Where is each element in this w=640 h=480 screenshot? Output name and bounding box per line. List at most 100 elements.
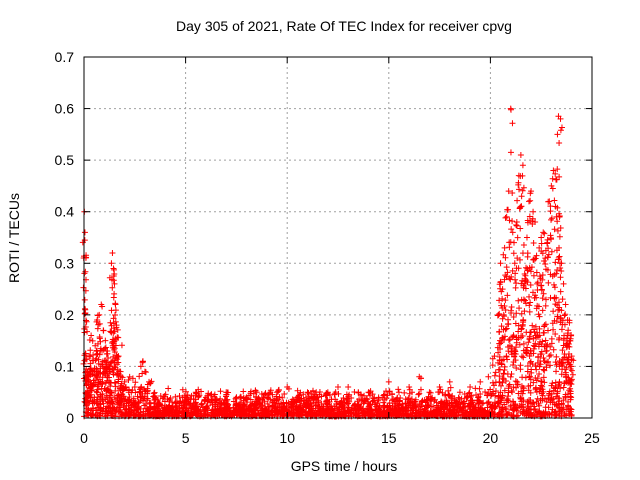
data-point xyxy=(394,409,401,416)
data-point xyxy=(192,396,199,403)
data-point xyxy=(97,391,104,398)
data-point xyxy=(315,408,322,415)
data-point xyxy=(546,362,553,369)
data-point xyxy=(502,326,509,333)
data-point xyxy=(569,371,576,378)
data-point xyxy=(266,390,273,397)
data-point xyxy=(354,403,361,410)
data-point xyxy=(340,408,347,415)
data-point xyxy=(558,268,565,275)
data-point xyxy=(118,342,125,349)
data-point xyxy=(84,376,91,383)
data-point xyxy=(503,353,510,360)
data-point xyxy=(556,212,563,219)
data-point xyxy=(565,340,572,347)
data-point xyxy=(245,406,252,413)
data-point xyxy=(512,357,519,364)
data-point xyxy=(538,378,545,385)
data-point xyxy=(495,349,502,356)
data-point xyxy=(548,411,555,418)
data-point xyxy=(233,407,240,414)
data-point xyxy=(553,176,560,183)
data-point xyxy=(232,407,239,414)
data-point xyxy=(233,402,240,409)
y-axis-label: ROTI / TECUs xyxy=(6,193,22,283)
data-point xyxy=(538,234,545,241)
data-point xyxy=(511,239,518,246)
data-point xyxy=(427,395,434,402)
data-point xyxy=(109,284,116,291)
data-point xyxy=(146,404,153,411)
data-point xyxy=(448,402,455,409)
data-point xyxy=(455,401,462,408)
data-point xyxy=(179,408,186,415)
data-point xyxy=(568,353,575,360)
data-point xyxy=(490,390,497,397)
data-point xyxy=(151,400,158,407)
x-tick-labels: 0 5 10 15 20 25 xyxy=(80,430,600,446)
data-point xyxy=(562,301,569,308)
data-point xyxy=(546,353,553,360)
data-point xyxy=(518,395,525,402)
data-point xyxy=(539,397,546,404)
data-point xyxy=(112,307,119,314)
data-point xyxy=(496,297,503,304)
data-point xyxy=(513,222,520,229)
data-point xyxy=(553,393,560,400)
data-point xyxy=(515,179,522,186)
data-point xyxy=(505,385,512,392)
data-point xyxy=(125,376,132,383)
data-point xyxy=(84,405,91,412)
data-point xyxy=(561,312,568,319)
data-point xyxy=(116,408,123,415)
data-point xyxy=(504,410,511,417)
data-point xyxy=(538,240,545,247)
data-point xyxy=(513,407,520,414)
data-point xyxy=(172,399,179,406)
data-point xyxy=(139,358,146,365)
data-point xyxy=(527,197,534,204)
data-point xyxy=(543,296,550,303)
data-point xyxy=(156,403,163,410)
data-point xyxy=(512,284,519,291)
y-tick-label: 0.6 xyxy=(55,101,75,117)
data-point xyxy=(343,391,350,398)
data-point xyxy=(255,395,262,402)
data-point xyxy=(498,360,505,367)
data-point xyxy=(506,381,513,388)
data-point xyxy=(496,281,503,288)
data-point xyxy=(436,384,443,391)
data-point xyxy=(491,411,498,418)
data-point xyxy=(445,387,452,394)
data-point xyxy=(416,400,423,407)
data-point xyxy=(504,412,511,419)
data-point xyxy=(437,403,444,410)
data-point xyxy=(533,252,540,259)
data-point xyxy=(540,290,547,297)
data-point xyxy=(557,264,564,271)
data-point xyxy=(536,402,543,409)
data-point xyxy=(518,193,525,200)
data-point xyxy=(507,105,514,112)
data-point xyxy=(530,335,537,342)
data-point xyxy=(521,411,528,418)
data-point xyxy=(516,305,523,312)
x-tick-label: 5 xyxy=(182,430,190,446)
data-point xyxy=(445,391,452,398)
data-point xyxy=(162,404,169,411)
data-point xyxy=(430,408,437,415)
data-point xyxy=(169,403,176,410)
data-point xyxy=(527,382,534,389)
data-point xyxy=(551,295,558,302)
data-point xyxy=(102,357,109,364)
data-point xyxy=(520,354,527,361)
data-point xyxy=(228,411,235,418)
data-point xyxy=(509,190,516,197)
y-tick-label: 0 xyxy=(66,410,74,426)
data-point xyxy=(461,391,468,398)
data-point xyxy=(485,399,492,406)
data-point xyxy=(247,390,254,397)
data-point xyxy=(511,347,518,354)
data-point xyxy=(370,397,377,404)
data-point xyxy=(553,318,560,325)
